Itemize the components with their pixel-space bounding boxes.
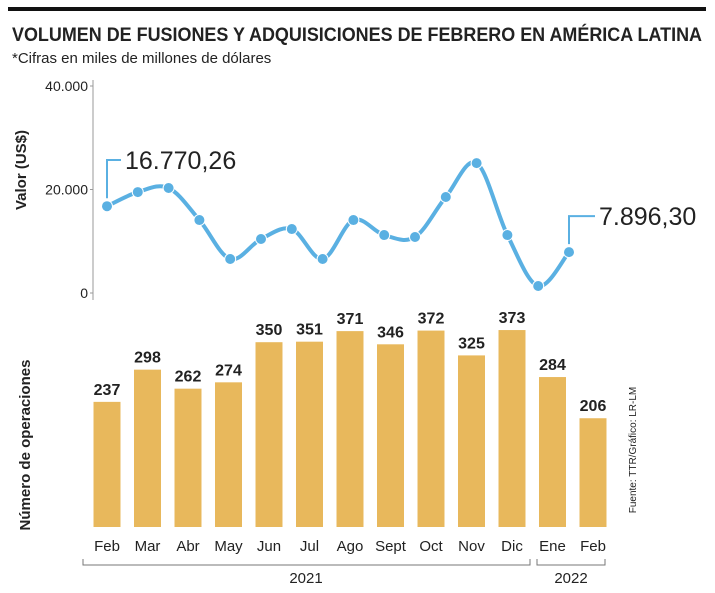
point [470, 157, 483, 170]
data-label: 373 [499, 310, 526, 327]
x-tick-label: Oct [419, 538, 443, 555]
group-label: 2021 [289, 570, 322, 587]
source: Fuente: TTR/Gráfico: LR-LM [628, 387, 639, 514]
data-label: 350 [256, 322, 283, 339]
x-tick-label: Nov [458, 538, 485, 555]
chart-title: VOLUMEN DE FUSIONES Y ADQUISICIONES DE F… [12, 24, 702, 46]
point [563, 246, 575, 259]
x-tick-label: Feb [580, 538, 606, 555]
point [101, 200, 113, 213]
y-axis-label: Número de operaciones [17, 360, 34, 531]
y-axis-label: Valor (US$) [13, 130, 30, 210]
group-label: 2022 [554, 570, 587, 587]
year-bracket [82, 559, 531, 566]
bar [377, 344, 404, 527]
x-tick-label: Feb [94, 538, 120, 555]
x-tick-label: May [214, 538, 243, 555]
data-label: 262 [175, 369, 202, 386]
point [501, 229, 514, 242]
line [106, 160, 571, 289]
data-label: 372 [418, 311, 445, 328]
data-label: 284 [539, 357, 566, 374]
point [224, 253, 237, 266]
y-tick-label: 20.000 [45, 182, 88, 198]
point [255, 233, 267, 246]
point [131, 186, 144, 199]
x-tick-label: Jun [257, 538, 281, 555]
point [162, 181, 175, 194]
point [439, 191, 452, 204]
point [532, 280, 545, 293]
y-tick-label: 0 [80, 285, 88, 301]
x-tick-label: Abr [176, 538, 199, 555]
top-rule [8, 7, 706, 11]
bar [255, 342, 283, 527]
bar [336, 331, 364, 527]
bar [174, 388, 202, 527]
point [316, 253, 329, 266]
callout [568, 215, 595, 245]
bar [93, 401, 121, 527]
bar [296, 341, 323, 527]
bar [134, 369, 161, 527]
data-label: 274 [215, 362, 242, 379]
point [378, 229, 391, 242]
x-tick-label: Dic [501, 538, 523, 555]
bar [579, 418, 607, 527]
data-label: 237 [94, 382, 121, 399]
bar [458, 355, 485, 527]
data-label: 371 [337, 311, 364, 328]
x-tick-label: Ago [337, 538, 364, 555]
subtitle: *Cifras en miles de millones de dólares [12, 50, 271, 67]
data-label: 16.770,26 [125, 147, 236, 175]
point [285, 223, 298, 236]
y-tick-label: 40.000 [45, 78, 88, 94]
data-label: 346 [377, 324, 404, 341]
bar [417, 330, 445, 527]
x-tick-label: Mar [135, 538, 161, 555]
data-label: 298 [134, 350, 161, 367]
point [347, 214, 360, 227]
bar [539, 377, 566, 527]
x-tick-label: Sept [375, 538, 407, 555]
x-tick-label: Ene [539, 538, 566, 555]
data-label: 351 [296, 322, 323, 339]
bar [498, 330, 526, 527]
bar [215, 382, 242, 527]
x-tick-label: Jul [300, 538, 319, 555]
point [409, 231, 421, 244]
point [193, 214, 206, 227]
data-label: 206 [580, 398, 607, 415]
year-bracket [536, 559, 606, 566]
data-label: 325 [458, 335, 485, 352]
data-label: 7.896,30 [599, 203, 696, 231]
callout [106, 159, 121, 199]
